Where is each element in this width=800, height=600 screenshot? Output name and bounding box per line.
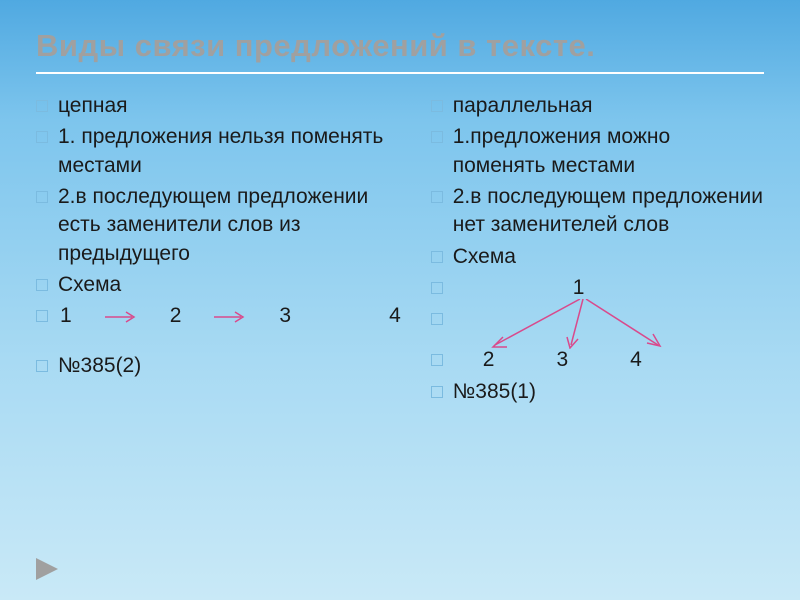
title-underline <box>36 72 764 74</box>
bullet-icon <box>36 360 48 372</box>
list-item: Схема <box>431 243 764 271</box>
arrow-right-icon <box>213 310 247 324</box>
bullet-text: Схема <box>58 271 401 299</box>
bullet-icon <box>36 131 48 143</box>
schema-node: 2 <box>483 346 495 374</box>
list-item: 2.в последующем предложении нет замените… <box>431 183 764 240</box>
list-item: 2.в последующем предложении есть заменит… <box>36 183 401 268</box>
slide-title: Виды связи предложений в тексте. <box>36 28 764 64</box>
tree-branches-icon <box>453 299 733 349</box>
left-column: цепная 1. предложения нельзя поменять ме… <box>36 92 401 409</box>
list-item <box>431 305 764 343</box>
list-item: 1. предложения нельзя поменять местами <box>36 123 401 180</box>
schema-chain: 1 2 3 4 <box>58 302 401 330</box>
bullet-text: Схема <box>453 243 764 271</box>
bullet-icon <box>431 354 443 366</box>
list-item: Схема <box>36 271 401 299</box>
schema-node: 3 <box>279 302 291 330</box>
bullet-icon <box>431 131 443 143</box>
schema-node: 3 <box>556 346 568 374</box>
reference-text: №385(2) <box>58 352 401 380</box>
schema-node: 4 <box>389 302 401 330</box>
schema-node: 2 <box>170 302 182 330</box>
bullet-icon <box>36 191 48 203</box>
list-item: 2 3 4 <box>431 346 764 374</box>
bullet-text: 2.в последующем предложении нет замените… <box>453 183 764 240</box>
bullet-icon <box>431 386 443 398</box>
bullet-icon <box>431 313 443 325</box>
bullet-icon <box>36 100 48 112</box>
bullet-icon <box>431 251 443 263</box>
schema-children: 2 3 4 <box>453 346 764 374</box>
schema-node: 1 <box>60 302 72 330</box>
schema-tree <box>453 305 764 343</box>
right-column: параллельная 1.предложения можно поменят… <box>431 92 764 409</box>
bullet-icon <box>36 310 48 322</box>
bullet-icon <box>431 282 443 294</box>
list-item: параллельная <box>431 92 764 120</box>
schema-node: 4 <box>630 346 642 374</box>
bullet-text: 1. предложения нельзя поменять местами <box>58 123 401 180</box>
list-item: цепная <box>36 92 401 120</box>
reference-text: №385(1) <box>453 378 764 406</box>
content-columns: цепная 1. предложения нельзя поменять ме… <box>36 92 764 409</box>
list-item: 1 2 3 4 <box>36 302 401 330</box>
schema-root: 1 <box>453 274 764 302</box>
bullet-text: 1.предложения можно поменять местами <box>453 123 764 180</box>
list-item: №385(1) <box>431 378 764 406</box>
bullet-icon <box>36 279 48 291</box>
arrow-right-icon <box>104 310 138 324</box>
bullet-text: параллельная <box>453 92 764 120</box>
list-item: 1.предложения можно поменять местами <box>431 123 764 180</box>
bullet-icon <box>431 191 443 203</box>
list-item: №385(2) <box>36 352 401 380</box>
bullet-text: цепная <box>58 92 401 120</box>
bullet-text: 2.в последующем предложении есть заменит… <box>58 183 401 268</box>
bullet-icon <box>431 100 443 112</box>
footer-nav-arrow-icon <box>36 558 62 580</box>
list-item: 1 <box>431 274 764 302</box>
